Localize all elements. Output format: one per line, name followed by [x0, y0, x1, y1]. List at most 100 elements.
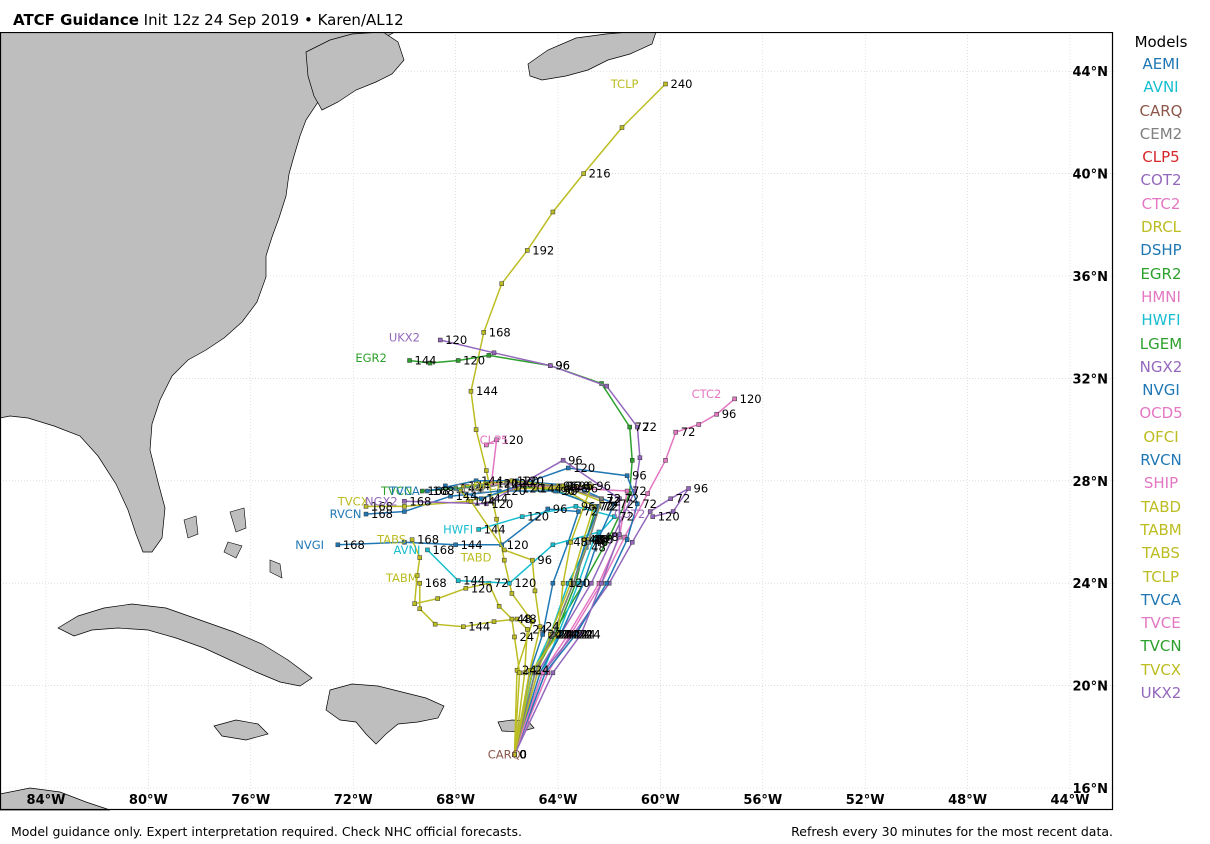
track-point-dshp	[624, 473, 630, 478]
legend-item-ship: SHIP	[1143, 474, 1179, 493]
map-border	[0, 32, 1114, 811]
forecast-hour-label: 144	[461, 538, 483, 552]
forecast-hour-label: 48	[573, 535, 588, 549]
track-point-tabd	[537, 624, 543, 629]
forecast-hour-label: 0	[519, 748, 526, 762]
track-point-ctc2	[663, 458, 668, 463]
footer-refresh: Refresh every 30 minutes for the most re…	[791, 824, 1113, 839]
track-point-tabm	[461, 624, 466, 629]
track-name-rvcn: RVCN	[330, 507, 362, 521]
track-point-tabd	[458, 488, 463, 494]
track-point-avni	[455, 578, 461, 583]
legend-item-ofci: OFCI	[1143, 427, 1179, 446]
forecast-hour-label: 120	[740, 392, 762, 406]
lon-tick-label: 52°W	[846, 793, 885, 808]
legend-item-cem2: CEM2	[1139, 124, 1183, 143]
track-point-nvgi	[545, 506, 551, 512]
track-point-tabm	[522, 670, 527, 676]
track-point-ngx2	[617, 496, 622, 501]
forecast-hour-label: 48	[591, 533, 606, 547]
forecast-hour-label: 120	[512, 476, 534, 490]
forecast-hour-label: 48	[599, 533, 614, 547]
forecast-hour-label: 192	[532, 243, 554, 257]
legend-item-cot2: COT2	[1140, 171, 1182, 190]
south-america-land	[0, 787, 111, 811]
legend-item-egr2: EGR2	[1140, 264, 1182, 283]
track-point-ofci	[461, 483, 466, 489]
track-point-hwfi	[519, 514, 525, 519]
track-point-ctc2	[645, 491, 650, 496]
track-point-tvca	[612, 501, 617, 507]
forecast-hour-label: 120	[568, 576, 590, 590]
track-point-hwfi	[612, 514, 617, 519]
track-point-tvcn	[420, 488, 425, 494]
forecast-hour-label: 48	[517, 612, 532, 626]
forecast-hour-label: 168	[427, 484, 449, 498]
lon-tick-label: 80°W	[129, 793, 168, 808]
forecast-hour-label: 0	[519, 748, 526, 762]
track-point-tabs	[486, 580, 492, 586]
legend-item-ngx2: NGX2	[1139, 357, 1183, 376]
landmass	[0, 32, 657, 811]
forecast-hour-label: 120	[522, 474, 544, 488]
forecast-hour-label: 96	[555, 359, 570, 373]
track-point-tabs	[409, 537, 415, 542]
legend-item-tclp: TCLP	[1142, 567, 1180, 586]
track-map[interactable]: 024144168192216240TCLP0247296120144EGR20…	[0, 32, 1115, 812]
legend-item-clp5: CLP5	[1142, 148, 1180, 167]
lat-tick-label: 32°N	[1073, 372, 1108, 387]
forecast-hour-label: 24	[555, 627, 570, 641]
track-point-tabs	[496, 603, 502, 609]
track-point-tclp	[619, 125, 625, 130]
track-point-nvgi	[335, 542, 341, 548]
forecast-hour-label: 72	[619, 510, 634, 524]
track-point-cot2	[668, 496, 673, 501]
track-point-avni	[425, 547, 430, 553]
lon-tick-label: 48°W	[948, 793, 987, 808]
track-point-tclp	[525, 248, 530, 253]
track-point-cem2	[550, 632, 556, 637]
track-point-tabs	[412, 601, 417, 606]
forecast-hour-label: 48	[589, 533, 604, 547]
forecast-hour-label: 48	[594, 535, 609, 549]
track-point-tclp	[550, 209, 556, 215]
forecast-hour-label: 96	[632, 469, 647, 483]
model-tracks	[335, 81, 737, 757]
track-point-nvgi	[550, 580, 556, 586]
forecast-hour-label: 24	[558, 627, 573, 641]
forecast-hour-label: 168	[409, 494, 431, 508]
legend-item-carq: CARQ	[1139, 101, 1183, 120]
forecast-hour-label: 0	[519, 748, 526, 762]
forecast-hour-label: 24	[532, 622, 547, 636]
forecast-hour-label: 144	[540, 481, 562, 495]
track-point-avni	[550, 542, 556, 548]
forecast-hour-label: 72	[681, 425, 696, 439]
track-point-tclp	[499, 281, 504, 286]
forecast-hour-label: 144	[463, 574, 485, 588]
track-point-ship	[540, 670, 545, 676]
track-point-dshp	[443, 483, 448, 489]
forecast-hour-label: 24	[535, 663, 550, 677]
header-subtitle: Init 12z 24 Sep 2019 • Karen/AL12	[143, 11, 404, 29]
forecast-hour-label: 0	[519, 748, 526, 762]
track-point-cem2	[504, 481, 510, 486]
forecast-hour-label: 24	[576, 627, 591, 641]
track-point-cem2	[571, 580, 576, 586]
track-point-tvca	[596, 534, 602, 540]
forecast-hour-label: 0	[519, 748, 526, 762]
forecast-hour-label: 144	[481, 474, 503, 488]
track-point-avni	[507, 580, 512, 586]
forecast-hour-label: 24	[522, 663, 537, 677]
forecast-hour-label: 120	[514, 576, 536, 590]
forecast-hour-label: 0	[519, 748, 526, 762]
forecast-hour-label: 0	[519, 748, 526, 762]
forecast-hour-label: 0	[519, 748, 526, 762]
forecast-hour-label: 216	[589, 167, 611, 181]
track-point-egr2	[486, 353, 492, 358]
hispaniola-land	[325, 683, 445, 745]
track-point-ukx2	[491, 350, 497, 356]
forecast-hour-label: 120	[507, 538, 529, 552]
forecast-hour-label: 24	[563, 627, 578, 641]
track-name-hwfi: HWFI	[443, 522, 473, 536]
track-point-ngx2	[617, 532, 622, 537]
